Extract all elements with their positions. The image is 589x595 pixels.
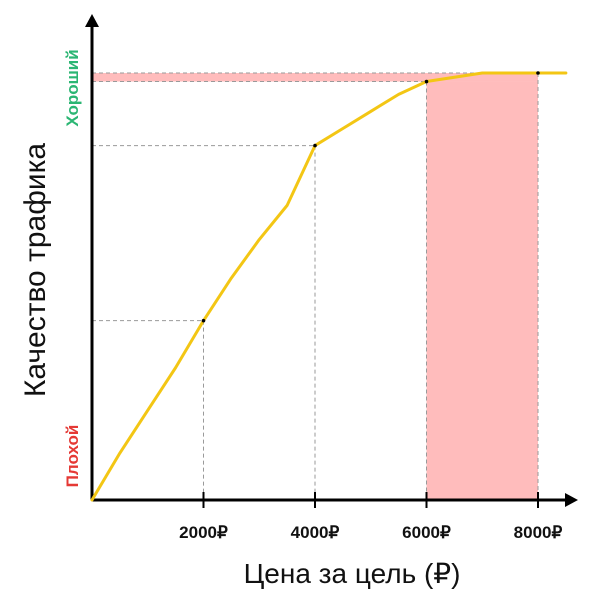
curve-layer	[90, 71, 568, 502]
highlight-column	[426, 81, 538, 500]
labels: Цена за цель (₽) Качество трафика Плохой…	[19, 49, 460, 589]
x-ticks: 2000₽ 4000₽ 6000₽ 8000₽	[179, 492, 562, 542]
marker-layer	[201, 71, 540, 323]
y-label-good: Хороший	[63, 49, 82, 126]
x-tick-label-3: 6000₽	[402, 523, 451, 542]
axes	[85, 14, 578, 507]
guide-lines	[92, 72, 539, 500]
data-point-2	[313, 143, 317, 148]
data-point-4	[536, 71, 540, 75]
quality-curve	[90, 71, 568, 502]
highlight-band	[92, 73, 538, 82]
y-label-bad: Плохой	[63, 425, 82, 488]
x-tick-label-1: 2000₽	[179, 523, 228, 542]
x-tick-label-2: 4000₽	[291, 523, 340, 542]
x-axis-title: Цена за цель (₽)	[244, 558, 461, 589]
data-point-3	[424, 79, 429, 84]
y-axis-title: Качество трафика	[19, 143, 52, 398]
data-point-1	[201, 318, 206, 323]
x-axis-arrow	[565, 493, 578, 507]
y-axis-arrow	[85, 14, 99, 27]
x-tick-label-4: 8000₽	[514, 523, 563, 542]
highlight-layer	[92, 73, 538, 500]
